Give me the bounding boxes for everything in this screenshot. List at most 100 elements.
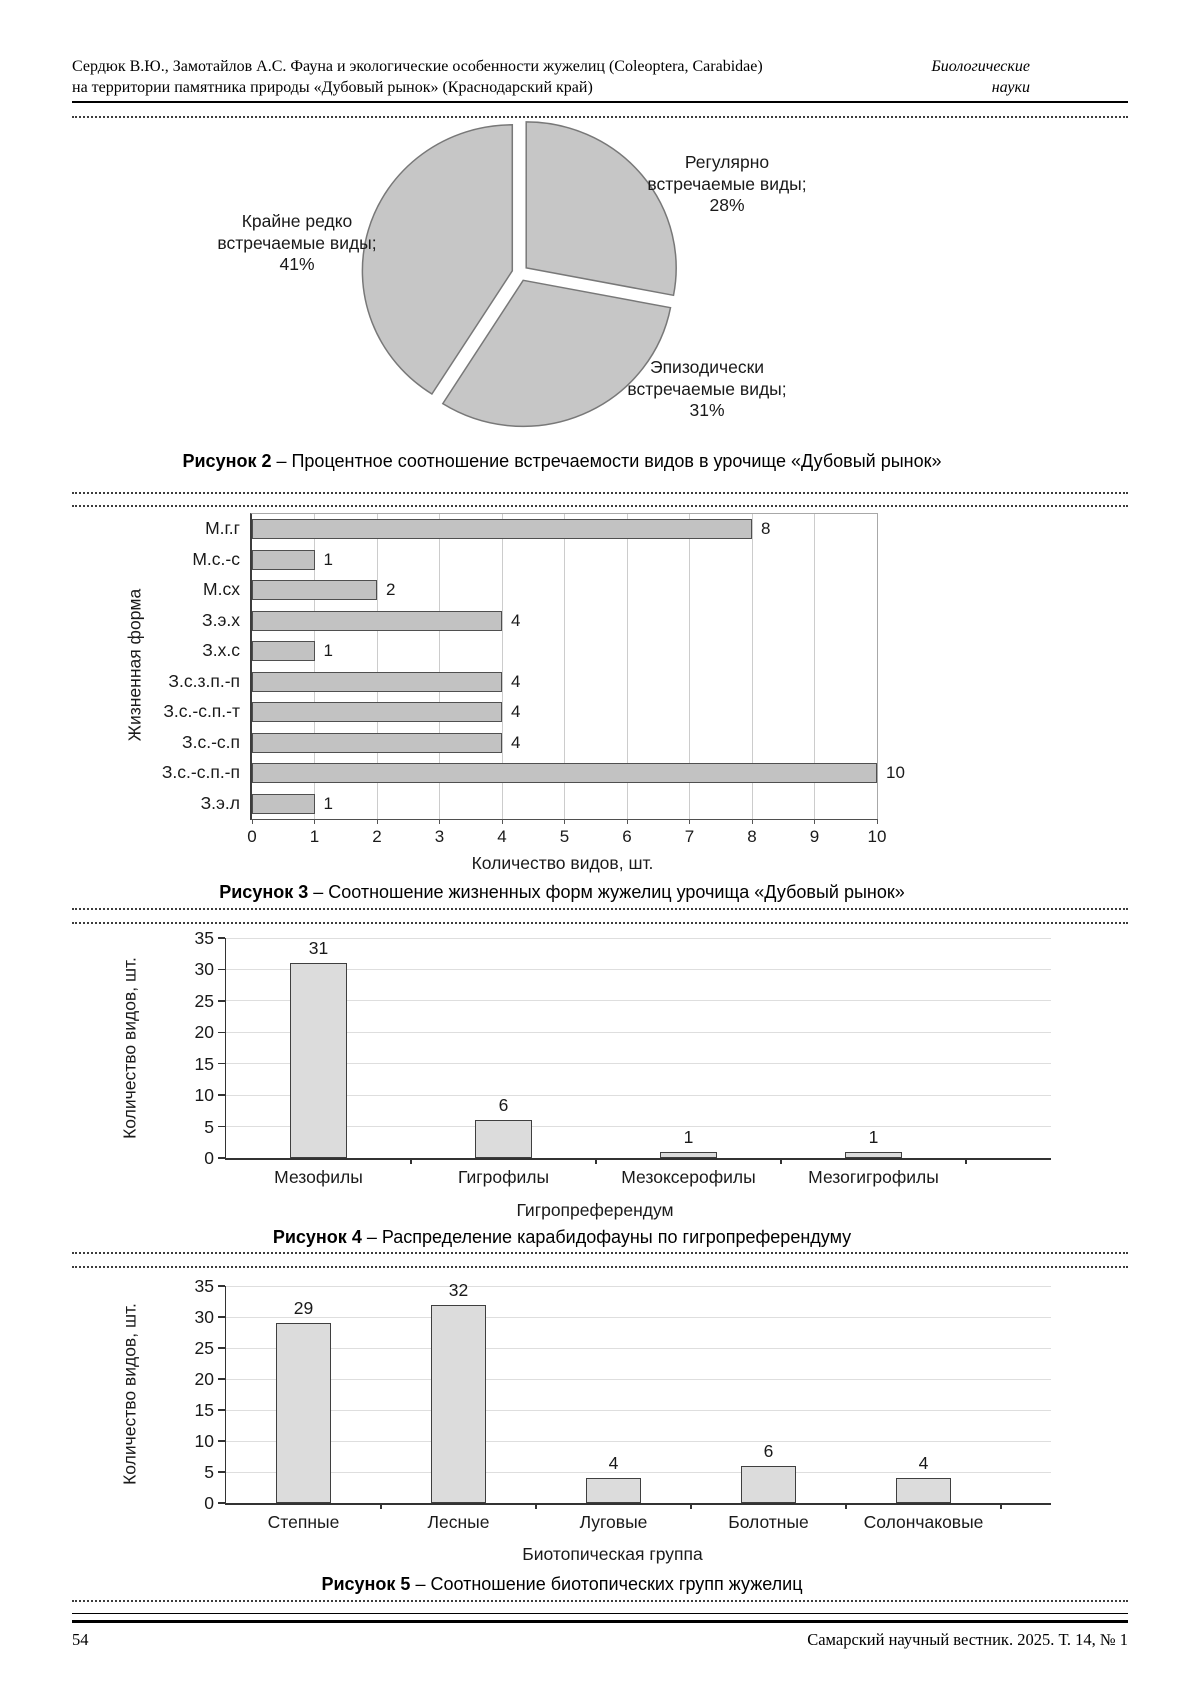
fig3-axis-tick	[876, 819, 878, 824]
figure5-caption-label: Рисунок 5	[321, 1574, 411, 1594]
fig5-y-tick	[218, 1409, 225, 1411]
fig3-axis-tick	[564, 819, 565, 824]
fig5-bar-value: 29	[293, 1298, 314, 1319]
fig3-bar	[252, 641, 315, 662]
pie-slice-1	[441, 279, 672, 428]
fig4-x-axis-label: Гигропреферендум	[516, 1200, 674, 1220]
fig4-bar-value: 31	[308, 938, 329, 959]
fig3-category-label: З.с.-с.п	[182, 731, 240, 752]
fig4-bar-value: 6	[498, 1095, 509, 1116]
fig5-bar	[276, 1323, 331, 1503]
fig5-gridline	[226, 1440, 1051, 1442]
fig4-gridline	[226, 1094, 1051, 1096]
fig5-bar	[586, 1478, 641, 1503]
fig5-y-tick	[218, 1347, 225, 1349]
fig3-axis-tick	[314, 819, 315, 824]
fig3-tick-label: 8	[747, 827, 757, 846]
header-section-line2: науки	[991, 79, 1030, 96]
fig4-gridline	[226, 1031, 1051, 1033]
fig4-category-label: Гигрофилы	[457, 1167, 550, 1187]
fig3-tick-label: 2	[372, 827, 382, 846]
fig4-gridline	[226, 1126, 1051, 1128]
fig4-y-tick-label: 25	[194, 990, 214, 1011]
fig5-gridline	[226, 1471, 1051, 1473]
fig4-bar	[845, 1151, 902, 1158]
fig3-category-label: З.х.с	[202, 640, 240, 660]
fig3-bar	[252, 702, 502, 723]
separator-dotted-3	[72, 505, 1128, 507]
pie-slice-label-2: Крайне редко встречаемые виды; 41%	[217, 211, 377, 274]
fig3-plot-area: 0 1 2 3 4 5 6 7 8 9 10 8 1 2 4 1 4 4 4 10 1	[247, 513, 905, 846]
pie-chart	[361, 121, 677, 428]
fig4-y-tick-label: 30	[194, 959, 214, 980]
fig5-gridline	[226, 1409, 1051, 1411]
fig3-tick-label: 0	[247, 827, 257, 846]
fig3-tick-label: 9	[809, 827, 820, 846]
pie-slice-2	[361, 124, 514, 396]
fig3-tick-label: 1	[309, 827, 320, 846]
fig5-x-tick	[1000, 1503, 1002, 1509]
fig3-category-label: З.с.-с.п.-т	[163, 701, 240, 721]
fig3-category-label: М.сх	[203, 579, 240, 599]
fig4-y-tick	[218, 937, 225, 939]
fig4-y-tick	[218, 1125, 225, 1128]
figure5-caption-text: – Соотношение биотопических групп жужели…	[410, 1574, 803, 1594]
fig4-x-tick	[410, 1158, 412, 1164]
fig3-bar-value: 1	[323, 641, 333, 661]
fig3-tick-label: 6	[622, 827, 632, 846]
fig3-gridline	[751, 514, 753, 819]
fig4-bar-value: 1	[683, 1126, 694, 1147]
figure2-caption-label: Рисунок 2	[182, 451, 272, 471]
header-rule	[72, 101, 1128, 103]
separator-dotted-5	[72, 922, 1128, 924]
fig4-category-label: Мезоксерофилы	[621, 1167, 756, 1187]
page-header: Сердюк В.Ю., Замотайлов А.С. Фауна и эко…	[72, 56, 1128, 98]
separator-dotted-6	[72, 1252, 1128, 1254]
fig3-bar	[252, 549, 315, 570]
figure4-caption: Рисунок 4 – Распределение карабидофауны …	[0, 1226, 1124, 1249]
footer-page-number: 54	[72, 1630, 89, 1649]
figure3-caption: Рисунок 3 – Соотношение жизненных форм ж…	[0, 881, 1124, 904]
fig5-category-label: Лесные	[427, 1512, 490, 1532]
fig4-y-tick	[218, 1157, 225, 1159]
separator-dotted-4	[72, 908, 1128, 910]
fig5-y-tick-label: 20	[194, 1369, 214, 1389]
fig4-y-tick	[218, 1031, 225, 1034]
fig4-y-tick-label: 15	[194, 1053, 214, 1074]
fig4-category-label: Мезогигрофилы	[808, 1167, 939, 1187]
fig3-bar	[252, 793, 315, 814]
fig5-bar-value: 6	[763, 1440, 774, 1461]
fig5-category-label: Болотные	[728, 1512, 809, 1532]
fig3-axis-tick	[626, 819, 628, 824]
fig3-axis-tick	[376, 819, 378, 824]
fig3-axis-tick	[689, 819, 690, 824]
figure4-caption-text: – Распределение карабидофауны по гигропр…	[361, 1227, 852, 1247]
page-footer: 54 Самарский научный вестник. 2025. Т. 1…	[72, 1630, 1128, 1650]
footer-rule-thin	[72, 1613, 1128, 1614]
fig5-y-tick-label: 5	[204, 1462, 214, 1482]
figure5-caption: Рисунок 5 – Соотношение биотопических гр…	[0, 1573, 1124, 1596]
fig5-y-tick	[218, 1502, 225, 1504]
header-section-line1: Биологические	[931, 58, 1030, 75]
fig4-y-tick	[218, 1000, 225, 1002]
fig4-y-tick-label: 10	[194, 1085, 214, 1106]
fig3-tick-label: 4	[497, 827, 507, 846]
fig5-y-tick	[218, 1285, 225, 1287]
fig3-category-labels: М.г.г М.с.-с М.сх З.э.х З.х.с З.с.з.п.-п З.с.-…	[88, 513, 240, 818]
fig3-axis-tick	[814, 819, 815, 824]
fig5-category-label: Луговые	[579, 1512, 648, 1532]
header-title-line2: на территории памятника природы «Дубовый…	[72, 79, 593, 96]
fig5-y-tick-label: 35	[194, 1276, 214, 1296]
fig4-x-tick	[965, 1158, 967, 1164]
fig5-x-tick	[380, 1503, 382, 1509]
fig3-bar-value: 10	[886, 763, 905, 783]
fig3-x-axis-label: Количество видов, шт.	[471, 853, 654, 873]
fig3-gridline	[689, 514, 690, 819]
fig5-y-tick-label: 30	[194, 1307, 214, 1327]
fig4-y-axis-label: Количество видов, шт.	[119, 957, 140, 1139]
pie-slice-label-1: Эпизодически встречаемые виды; 31%	[627, 357, 787, 420]
fig3-category-label: З.с.з.п.-п	[168, 670, 240, 691]
fig3-bar-value: 4	[511, 671, 521, 691]
fig5-y-tick	[218, 1440, 225, 1442]
